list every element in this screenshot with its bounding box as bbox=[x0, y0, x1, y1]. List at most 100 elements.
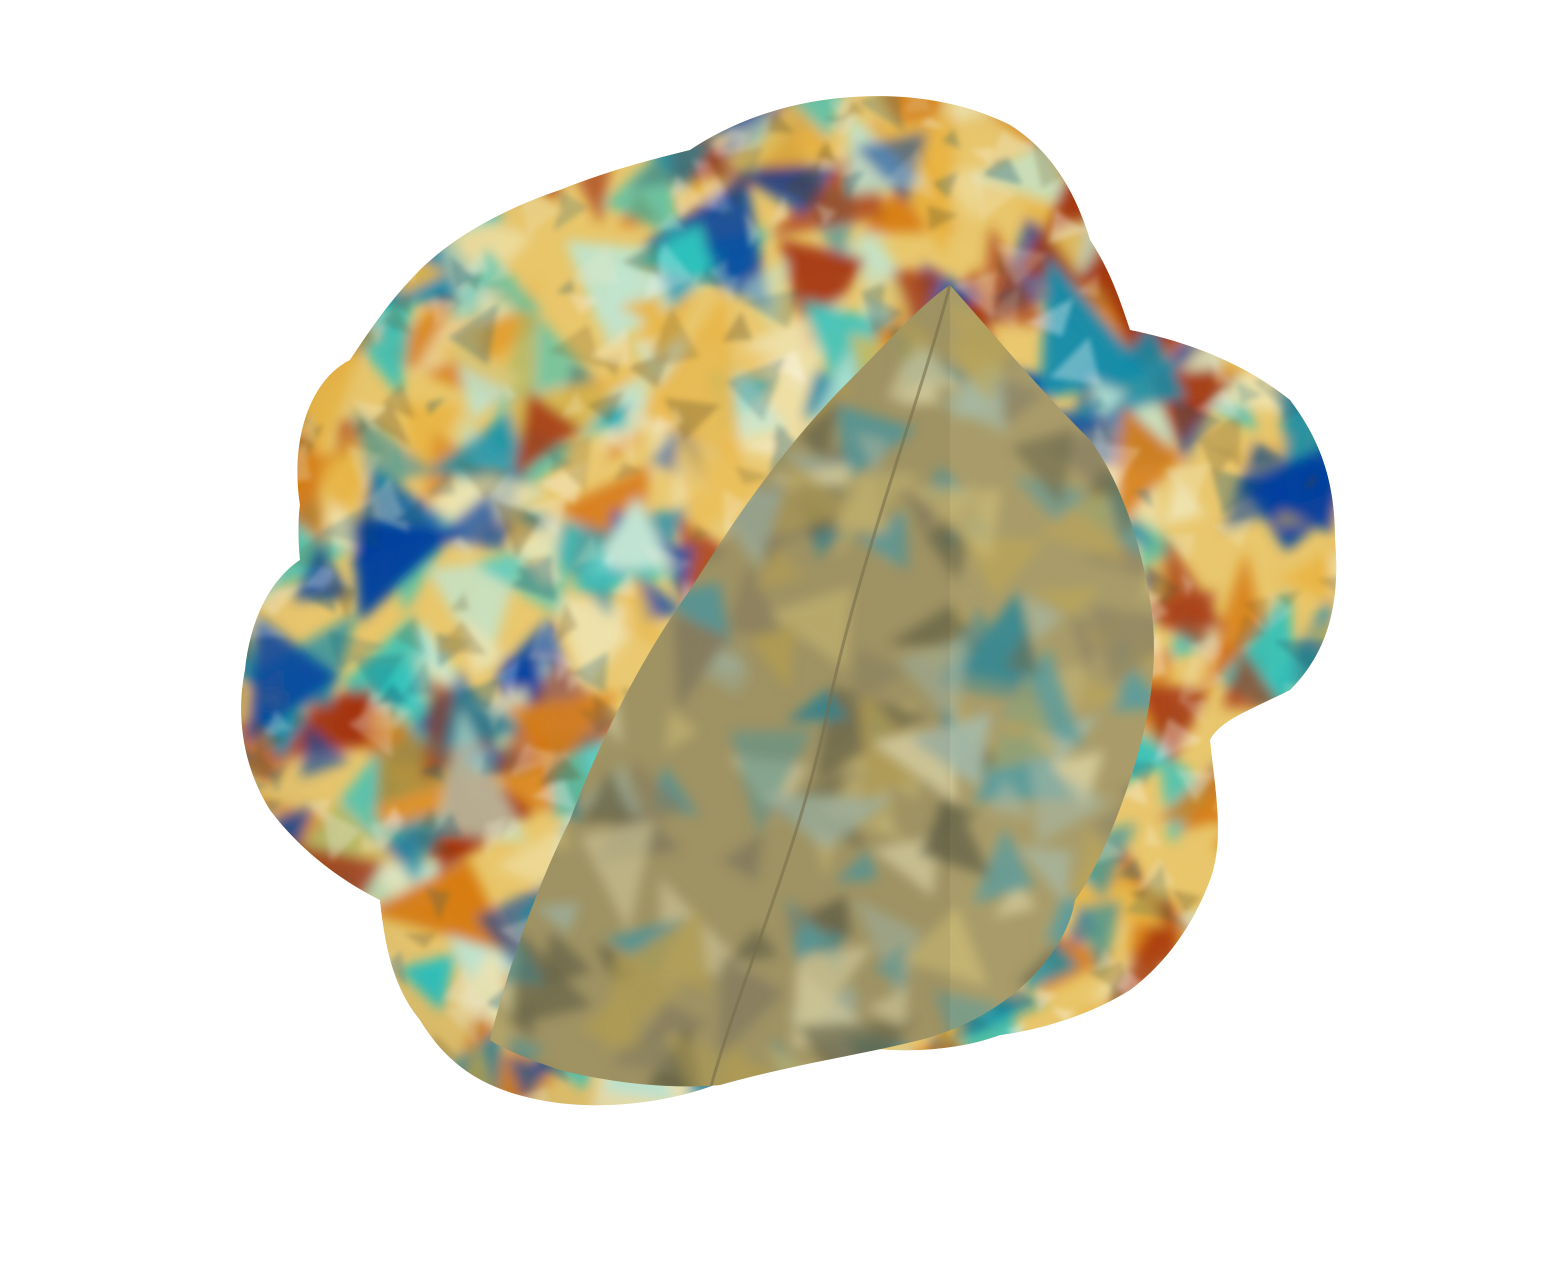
surface-facet bbox=[1195, 916, 1297, 1066]
surface-facet bbox=[1344, 1057, 1359, 1078]
surface-facet bbox=[241, 113, 341, 197]
surface-facet bbox=[280, 1022, 376, 1099]
surface-facet bbox=[895, 1085, 928, 1106]
surface-facet bbox=[1090, 605, 1154, 685]
surface-facet bbox=[1012, 475, 1091, 525]
surface-facet bbox=[546, 111, 615, 156]
surface-facet bbox=[1231, 177, 1337, 268]
surface-facet bbox=[241, 1011, 288, 1049]
surface-facet bbox=[1029, 586, 1102, 618]
surface-facet bbox=[1102, 1032, 1154, 1087]
surface-facet bbox=[1317, 1026, 1337, 1045]
surface-facet bbox=[1120, 138, 1160, 201]
surface-facet bbox=[725, 561, 790, 647]
surface-facet bbox=[499, 179, 523, 208]
surface-facet bbox=[1056, 113, 1090, 162]
surface-facet bbox=[511, 96, 550, 116]
surface-facet bbox=[854, 898, 921, 1007]
surface-facet bbox=[410, 1021, 424, 1036]
surface-facet bbox=[267, 1100, 294, 1106]
surface-facet bbox=[473, 119, 506, 141]
surface-facet bbox=[919, 789, 992, 878]
surface-facet bbox=[1197, 269, 1258, 312]
surface-facet bbox=[865, 506, 908, 571]
surface-facet bbox=[257, 868, 282, 890]
surface-facet bbox=[949, 1055, 1032, 1087]
surface-facet bbox=[281, 1011, 378, 1094]
surface-facet bbox=[816, 1071, 853, 1106]
surface-facet bbox=[1302, 306, 1337, 343]
surface-facet bbox=[1266, 357, 1309, 388]
surface-facet bbox=[835, 471, 921, 559]
surface-facet bbox=[1315, 406, 1337, 452]
surface-facet bbox=[865, 989, 908, 1028]
surface-facet bbox=[297, 178, 323, 229]
surface-facet bbox=[319, 96, 412, 199]
surface-facet bbox=[1222, 741, 1312, 847]
surface-facet bbox=[1084, 1040, 1148, 1087]
surface-facet bbox=[241, 481, 247, 523]
surface-facet bbox=[245, 961, 284, 996]
surface-facet bbox=[213, 134, 239, 152]
surface-facet bbox=[1183, 959, 1200, 971]
surface-facet bbox=[1180, 174, 1237, 235]
surface-facet bbox=[1257, 96, 1337, 158]
surface-facet bbox=[1281, 758, 1302, 772]
surface-facet bbox=[441, 96, 517, 214]
surface-facet bbox=[748, 624, 797, 690]
surface-facet bbox=[1113, 1076, 1188, 1106]
surface-facet bbox=[1201, 224, 1227, 254]
surface-facet bbox=[1212, 793, 1246, 812]
surface-facet bbox=[274, 124, 294, 147]
surface-facet bbox=[241, 510, 284, 594]
surface-facet bbox=[320, 291, 357, 347]
surface-facet bbox=[241, 162, 269, 248]
surface-facet bbox=[1016, 846, 1072, 904]
surface-facet bbox=[1311, 337, 1335, 371]
surface-facet bbox=[1307, 1004, 1337, 1067]
surface-facet bbox=[663, 1030, 772, 1087]
surface-facet bbox=[337, 965, 377, 1006]
surface-facet bbox=[285, 118, 313, 141]
surface-facet bbox=[210, 901, 226, 918]
surface-facet bbox=[1174, 309, 1195, 335]
surface-facet bbox=[909, 711, 992, 788]
surface-facet bbox=[301, 138, 354, 243]
surface-facet bbox=[1097, 177, 1267, 295]
surface-facet bbox=[749, 96, 785, 114]
surface-facet bbox=[599, 96, 629, 117]
surface-facet bbox=[984, 670, 1060, 773]
surface-facet bbox=[1241, 165, 1319, 238]
surface-facet bbox=[503, 96, 540, 129]
surface-facet bbox=[846, 647, 909, 711]
surface-facet bbox=[1292, 179, 1337, 283]
surface-facet bbox=[1177, 207, 1242, 312]
surface-facet bbox=[241, 96, 286, 167]
surface-facet bbox=[1122, 980, 1154, 1059]
surface-facet bbox=[1082, 1084, 1122, 1106]
surface-facet bbox=[241, 157, 273, 194]
surface-facet bbox=[1206, 755, 1337, 840]
surface-facet bbox=[897, 633, 970, 728]
surface-facet bbox=[254, 1072, 292, 1105]
surface-facet bbox=[1282, 141, 1337, 252]
surface-facet bbox=[241, 967, 269, 1011]
surface-facet bbox=[306, 275, 341, 301]
surface-facet bbox=[262, 509, 287, 541]
surface-facet bbox=[706, 653, 749, 686]
surface-facet bbox=[1339, 284, 1374, 314]
surface-facet bbox=[367, 209, 426, 270]
surface-facet bbox=[1081, 676, 1125, 714]
surface-facet bbox=[241, 812, 283, 890]
surface-facet bbox=[359, 148, 379, 161]
surface-facet bbox=[1310, 985, 1332, 1013]
surface-facet bbox=[1329, 728, 1337, 756]
surface-facet bbox=[264, 879, 294, 912]
surface-facet bbox=[667, 96, 702, 133]
surface-facet bbox=[1237, 716, 1281, 759]
surface-facet bbox=[411, 96, 454, 114]
surface-facet bbox=[1051, 750, 1104, 809]
surface-facet bbox=[1344, 342, 1365, 357]
surface-facet bbox=[1006, 1086, 1030, 1106]
